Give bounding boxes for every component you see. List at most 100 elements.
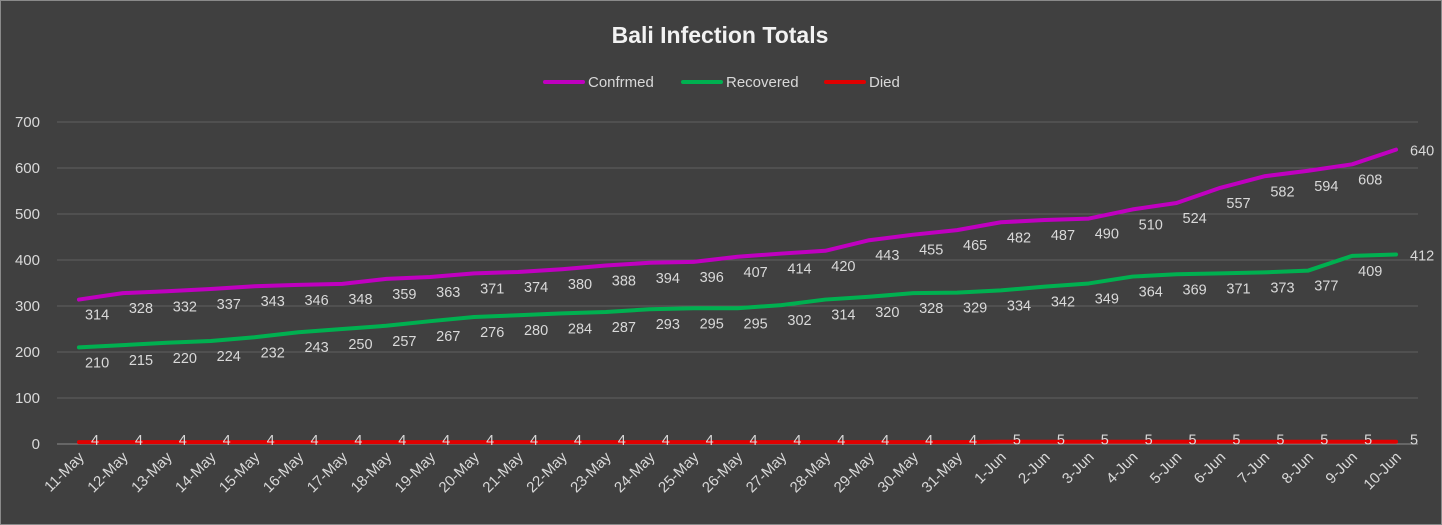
chart-title: Bali Infection Totals (612, 22, 829, 48)
y-tick-label: 600 (15, 160, 40, 177)
data-label: 295 (744, 316, 768, 332)
data-label: 5 (1013, 433, 1021, 449)
x-tick-label: 20-May (436, 448, 484, 496)
x-tick-label: 18-May (348, 448, 396, 496)
x-tick-label: 14-May (172, 448, 220, 496)
data-label: 465 (963, 238, 987, 254)
data-label: 220 (173, 351, 197, 367)
data-label: 4 (486, 433, 494, 449)
data-label: 284 (568, 321, 592, 337)
data-label: 359 (392, 287, 416, 303)
data-label: 232 (261, 345, 285, 361)
data-label: 582 (1270, 184, 1294, 200)
series-lines (76, 147, 1399, 445)
data-label: 369 (1183, 282, 1207, 298)
data-label: 5 (1101, 433, 1109, 449)
x-tick-label: 24-May (611, 448, 659, 496)
data-label: 388 (612, 274, 636, 290)
x-tick-label: 1-Jun (971, 449, 1010, 488)
data-label: 4 (530, 433, 538, 449)
data-label: 320 (875, 305, 899, 321)
x-tick-label: 7-Jun (1235, 449, 1274, 488)
data-label: 329 (963, 301, 987, 317)
data-label: 414 (787, 262, 811, 278)
x-tick-label: 12-May (84, 448, 132, 496)
data-label: 224 (217, 349, 241, 365)
y-tick-label: 400 (15, 252, 40, 269)
y-tick-label: 0 (32, 436, 40, 453)
data-label: 346 (304, 293, 328, 309)
x-tick-label: 28-May (787, 448, 835, 496)
data-label: 4 (267, 433, 275, 449)
x-tick-label: 6-Jun (1191, 449, 1230, 488)
x-tick-label: 27-May (743, 448, 791, 496)
x-tick-label: 13-May (128, 448, 176, 496)
data-label: 4 (837, 433, 845, 449)
data-label: 4 (574, 433, 582, 449)
data-label: 280 (524, 323, 548, 339)
data-label: 349 (1095, 291, 1119, 307)
data-label: 524 (1183, 211, 1207, 227)
x-tick-label: 16-May (260, 448, 308, 496)
data-label: 295 (700, 316, 724, 332)
data-label: 4 (706, 433, 714, 449)
data-label: 4 (881, 433, 889, 449)
legend: Confrmed Recovered Died (543, 74, 900, 91)
data-label: 374 (524, 280, 548, 296)
data-label: 332 (173, 299, 197, 315)
y-axis: 0 100 200 300 400 500 600 700 (15, 114, 40, 453)
data-label: 215 (129, 353, 153, 369)
data-label: 5 (1189, 433, 1197, 449)
x-tick-label: 29-May (831, 448, 879, 496)
x-tick-label: 26-May (699, 448, 747, 496)
legend-label: Recovered (726, 74, 799, 91)
data-label: 328 (129, 301, 153, 317)
data-label: 4 (969, 433, 977, 449)
data-label: 343 (261, 294, 285, 310)
x-tick-label: 23-May (567, 448, 615, 496)
data-label: 250 (348, 337, 372, 353)
data-label: 5 (1145, 433, 1153, 449)
data-label: 5 (1410, 433, 1418, 449)
data-label: 5 (1364, 433, 1372, 449)
y-tick-label: 500 (15, 206, 40, 223)
x-tick-label: 3-Jun (1059, 449, 1098, 488)
data-label: 409 (1358, 264, 1382, 280)
data-label: 396 (700, 270, 724, 286)
legend-label: Confrmed (588, 74, 654, 91)
x-tick-label: 17-May (304, 448, 352, 496)
x-tick-label: 15-May (216, 448, 264, 496)
data-label: 557 (1226, 196, 1250, 212)
data-label: 334 (1007, 298, 1031, 314)
data-label: 363 (436, 285, 460, 301)
data-label: 276 (480, 325, 504, 341)
x-tick-label: 11-May (41, 448, 88, 495)
x-tick-label: 31-May (918, 448, 966, 496)
data-label: 640 (1410, 144, 1434, 160)
data-label: 594 (1314, 179, 1338, 195)
data-label: 4 (91, 433, 99, 449)
data-label: 267 (436, 329, 460, 345)
data-label: 5 (1276, 433, 1284, 449)
gridlines (57, 121, 1418, 445)
data-label: 608 (1358, 172, 1382, 188)
data-label: 377 (1314, 279, 1338, 295)
data-label: 5 (1232, 433, 1240, 449)
x-tick-label: 5-Jun (1147, 449, 1186, 488)
x-tick-label: 2-Jun (1015, 449, 1054, 488)
data-label: 210 (85, 355, 109, 371)
legend-label: Died (869, 74, 900, 91)
data-label: 4 (618, 433, 626, 449)
data-label: 348 (348, 292, 372, 308)
data-label: 4 (662, 433, 670, 449)
data-label: 4 (310, 433, 318, 449)
data-label: 407 (744, 265, 768, 281)
data-label: 455 (919, 243, 943, 259)
data-label: 337 (217, 297, 241, 313)
data-label: 371 (480, 281, 504, 297)
data-label: 314 (85, 308, 109, 324)
data-label: 394 (656, 271, 680, 287)
data-label: 373 (1270, 280, 1294, 296)
